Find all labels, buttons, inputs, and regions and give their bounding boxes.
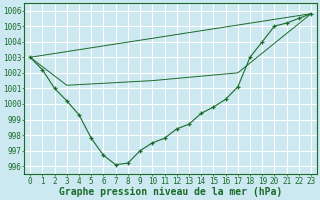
X-axis label: Graphe pression niveau de la mer (hPa): Graphe pression niveau de la mer (hPa)	[59, 187, 282, 197]
